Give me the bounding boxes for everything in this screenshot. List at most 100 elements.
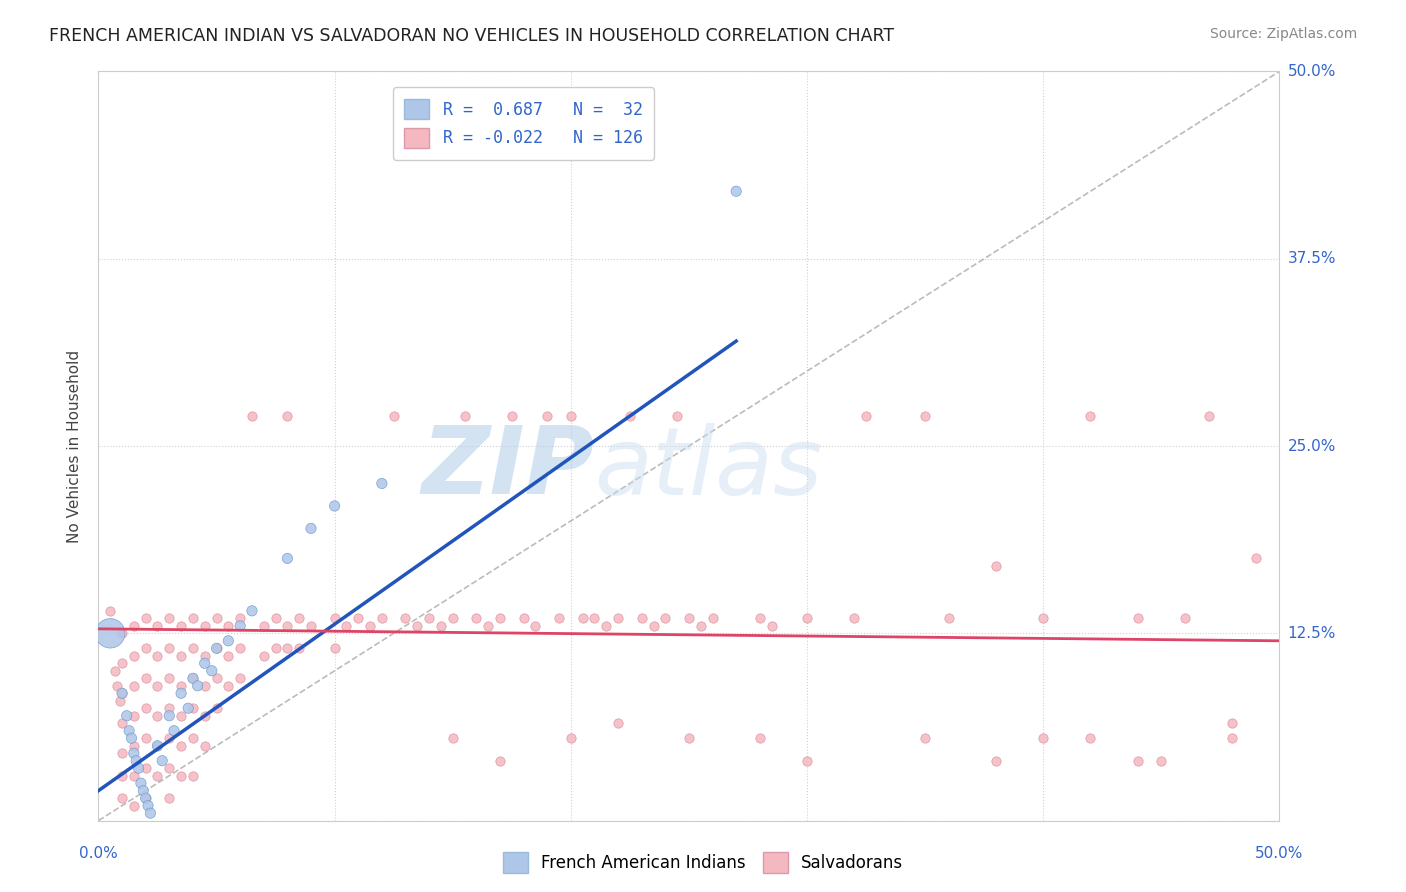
Point bbox=[135, 611, 157, 625]
Point bbox=[194, 619, 217, 633]
Point bbox=[430, 619, 453, 633]
Point bbox=[335, 619, 357, 633]
Point bbox=[194, 657, 217, 671]
Point bbox=[630, 611, 652, 625]
Point bbox=[643, 619, 665, 633]
Point bbox=[560, 409, 582, 423]
Point bbox=[194, 708, 217, 723]
Point bbox=[111, 657, 134, 671]
Point bbox=[1150, 754, 1173, 768]
Text: 50.0%: 50.0% bbox=[1256, 846, 1303, 861]
Text: 25.0%: 25.0% bbox=[1288, 439, 1336, 453]
Point bbox=[135, 761, 157, 775]
Point bbox=[205, 611, 228, 625]
Point bbox=[122, 798, 145, 813]
Point bbox=[240, 409, 263, 423]
Text: 0.0%: 0.0% bbox=[79, 846, 118, 861]
Point bbox=[229, 619, 252, 633]
Point bbox=[595, 619, 617, 633]
Point bbox=[146, 739, 169, 753]
Point bbox=[194, 648, 217, 663]
Point bbox=[111, 686, 134, 700]
Point bbox=[1198, 409, 1220, 423]
Point bbox=[855, 409, 877, 423]
Point bbox=[288, 611, 311, 625]
Point bbox=[157, 791, 180, 805]
Point bbox=[170, 739, 193, 753]
Text: 50.0%: 50.0% bbox=[1288, 64, 1336, 78]
Point bbox=[128, 761, 150, 775]
Point bbox=[1032, 731, 1054, 746]
Point bbox=[135, 671, 157, 685]
Point bbox=[796, 611, 818, 625]
Point bbox=[194, 679, 217, 693]
Point bbox=[146, 619, 169, 633]
Point bbox=[371, 476, 394, 491]
Point bbox=[122, 739, 145, 753]
Point bbox=[157, 611, 180, 625]
Point bbox=[382, 409, 405, 423]
Point bbox=[264, 641, 287, 656]
Point bbox=[571, 611, 593, 625]
Point bbox=[607, 611, 630, 625]
Point bbox=[761, 619, 783, 633]
Point bbox=[201, 664, 224, 678]
Point bbox=[122, 679, 145, 693]
Point bbox=[146, 679, 169, 693]
Point bbox=[111, 686, 134, 700]
Point bbox=[111, 746, 134, 760]
Point bbox=[371, 611, 394, 625]
Point bbox=[984, 558, 1007, 573]
Point bbox=[111, 791, 134, 805]
Point bbox=[489, 611, 512, 625]
Point bbox=[217, 679, 239, 693]
Text: 37.5%: 37.5% bbox=[1288, 252, 1336, 266]
Point bbox=[914, 409, 936, 423]
Point bbox=[146, 739, 169, 753]
Text: FRENCH AMERICAN INDIAN VS SALVADORAN NO VEHICLES IN HOUSEHOLD CORRELATION CHART: FRENCH AMERICAN INDIAN VS SALVADORAN NO … bbox=[49, 27, 894, 45]
Point bbox=[205, 641, 228, 656]
Point bbox=[217, 619, 239, 633]
Point bbox=[105, 679, 128, 693]
Point bbox=[187, 679, 209, 693]
Point bbox=[115, 708, 138, 723]
Point bbox=[560, 731, 582, 746]
Point bbox=[1174, 611, 1197, 625]
Point bbox=[146, 648, 169, 663]
Point bbox=[157, 731, 180, 746]
Point bbox=[108, 694, 131, 708]
Point bbox=[619, 409, 641, 423]
Point bbox=[938, 611, 960, 625]
Point bbox=[205, 641, 228, 656]
Point bbox=[406, 619, 429, 633]
Point bbox=[1126, 754, 1149, 768]
Point bbox=[129, 776, 152, 790]
Point bbox=[122, 746, 145, 760]
Point bbox=[276, 409, 298, 423]
Point bbox=[111, 769, 134, 783]
Point bbox=[347, 611, 370, 625]
Point bbox=[418, 611, 440, 625]
Point bbox=[111, 626, 134, 640]
Point bbox=[122, 619, 145, 633]
Point bbox=[181, 671, 204, 685]
Point bbox=[299, 619, 322, 633]
Point bbox=[122, 708, 145, 723]
Point bbox=[477, 619, 499, 633]
Point bbox=[132, 783, 155, 797]
Point bbox=[359, 619, 381, 633]
Point bbox=[205, 671, 228, 685]
Point bbox=[217, 633, 239, 648]
Point bbox=[170, 648, 193, 663]
Point bbox=[229, 611, 252, 625]
Point bbox=[98, 626, 121, 640]
Point bbox=[157, 641, 180, 656]
Point bbox=[118, 723, 141, 738]
Point bbox=[299, 521, 322, 535]
Point bbox=[170, 679, 193, 693]
Point bbox=[501, 409, 523, 423]
Point bbox=[323, 499, 346, 513]
Point bbox=[146, 769, 169, 783]
Point bbox=[583, 611, 606, 625]
Point bbox=[150, 754, 173, 768]
